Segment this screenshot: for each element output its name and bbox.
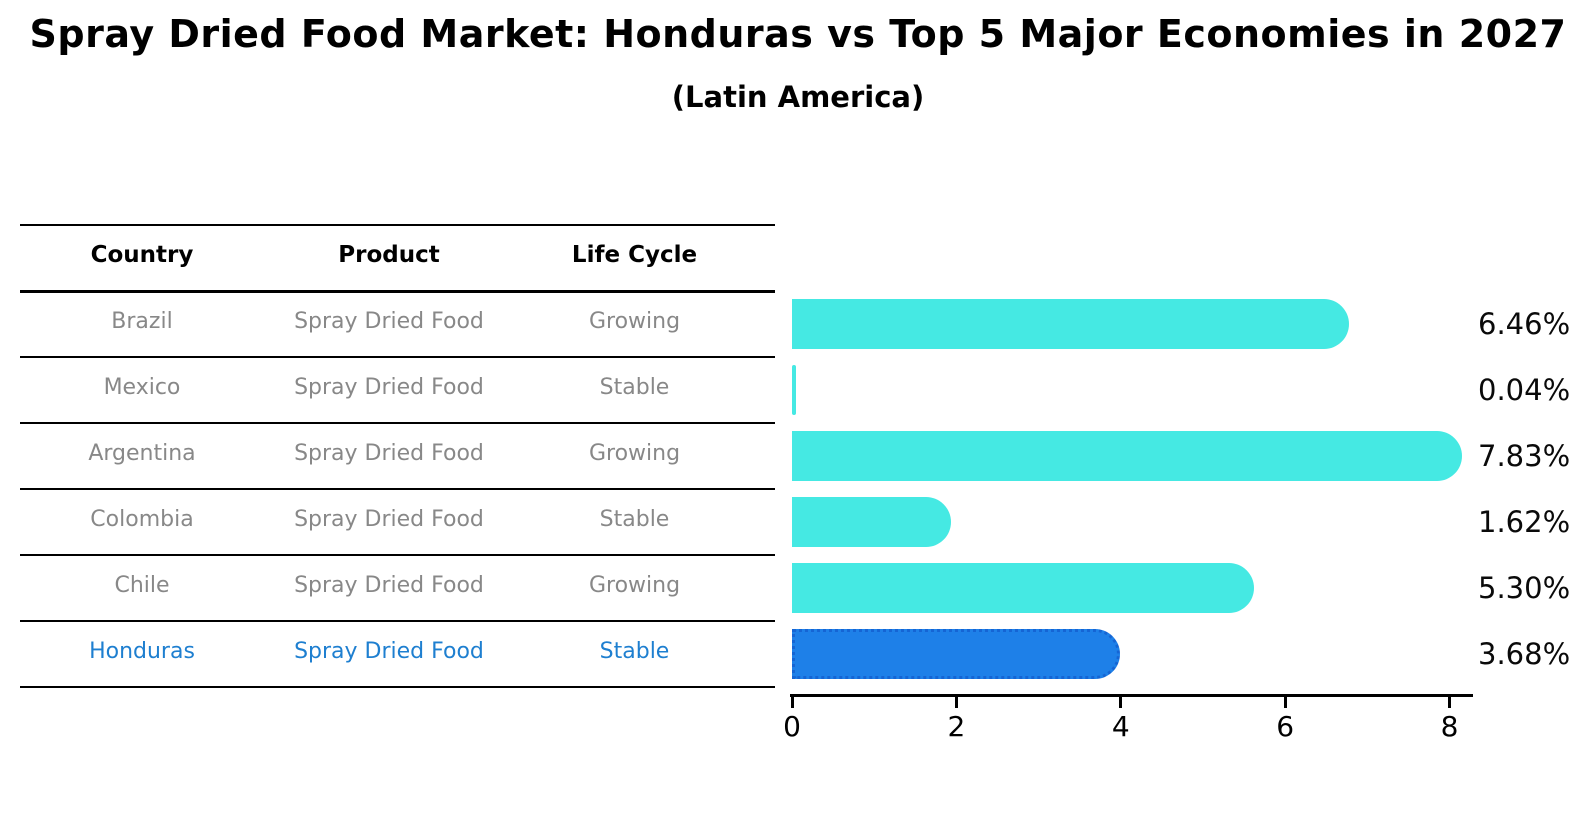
- bar-colombia: [792, 497, 952, 547]
- table-row-rule: [20, 289, 775, 293]
- table-cell-life_cycle-honduras: Stable: [599, 639, 670, 664]
- table-top-rule: [20, 224, 775, 226]
- x-axis-tick-6: [1283, 696, 1287, 708]
- table-cell-country-colombia: Colombia: [90, 507, 194, 532]
- x-axis-ticklabel-6: 6: [1276, 710, 1295, 743]
- table-cell-product-colombia: Spray Dried Food: [294, 507, 484, 532]
- bar-honduras: [792, 629, 1121, 679]
- value-label-chile: 5.30%: [1478, 571, 1571, 605]
- table-cell-life_cycle-brazil: Growing: [588, 309, 681, 334]
- table-cell-product-chile: Spray Dried Food: [294, 573, 484, 598]
- value-label-argentina: 7.83%: [1478, 439, 1571, 473]
- table-cell-country-honduras: Honduras: [89, 639, 195, 664]
- table-cell-country-argentina: Argentina: [88, 441, 196, 466]
- page-title: Spray Dried Food Market: Honduras vs Top…: [29, 12, 1567, 56]
- x-axis-ticklabel-0: 0: [783, 710, 801, 743]
- table-cell-life_cycle-mexico: Stable: [599, 375, 670, 400]
- page-subtitle: (Latin America): [671, 80, 925, 114]
- column-header-product: Product: [338, 242, 440, 268]
- bar-mexico: [792, 365, 796, 415]
- table-cell-product-mexico: Spray Dried Food: [294, 375, 484, 400]
- table-cell-country-brazil: Brazil: [111, 309, 173, 334]
- x-axis-tick-2: [954, 696, 958, 708]
- x-axis-ticklabel-2: 2: [947, 710, 966, 743]
- value-label-colombia: 1.62%: [1478, 505, 1571, 539]
- table-cell-life_cycle-chile: Growing: [588, 573, 681, 598]
- table-cell-product-honduras: Spray Dried Food: [294, 639, 484, 664]
- table-cell-product-brazil: Spray Dried Food: [294, 309, 484, 334]
- value-label-brazil: 6.46%: [1478, 307, 1571, 341]
- bar-chile: [792, 563, 1254, 613]
- column-header-country: Country: [90, 242, 194, 268]
- table-row-rule: [20, 620, 775, 622]
- bar-brazil: [792, 299, 1349, 349]
- table-row-rule: [20, 422, 775, 424]
- table-bottom-rule: [20, 686, 775, 688]
- x-axis-line: [790, 694, 1473, 697]
- bar-argentina: [792, 431, 1462, 481]
- table-cell-life_cycle-argentina: Growing: [588, 441, 681, 466]
- table-row-rule: [20, 356, 775, 358]
- table-cell-country-chile: Chile: [114, 573, 170, 598]
- x-axis-tick-0: [790, 696, 794, 708]
- table-cell-product-argentina: Spray Dried Food: [294, 441, 484, 466]
- x-axis-ticklabel-4: 4: [1111, 710, 1130, 743]
- table-cell-country-mexico: Mexico: [103, 375, 181, 400]
- x-axis-tick-4: [1119, 696, 1123, 708]
- value-label-honduras: 3.68%: [1478, 637, 1571, 671]
- table-cell-life_cycle-colombia: Stable: [599, 507, 670, 532]
- x-axis-tick-8: [1448, 696, 1452, 708]
- table-row-rule: [20, 554, 775, 556]
- column-header-life-cycle: Life Cycle: [571, 242, 698, 268]
- value-label-mexico: 0.04%: [1478, 373, 1571, 407]
- x-axis-ticklabel-8: 8: [1440, 710, 1459, 743]
- table-row-rule: [20, 488, 775, 490]
